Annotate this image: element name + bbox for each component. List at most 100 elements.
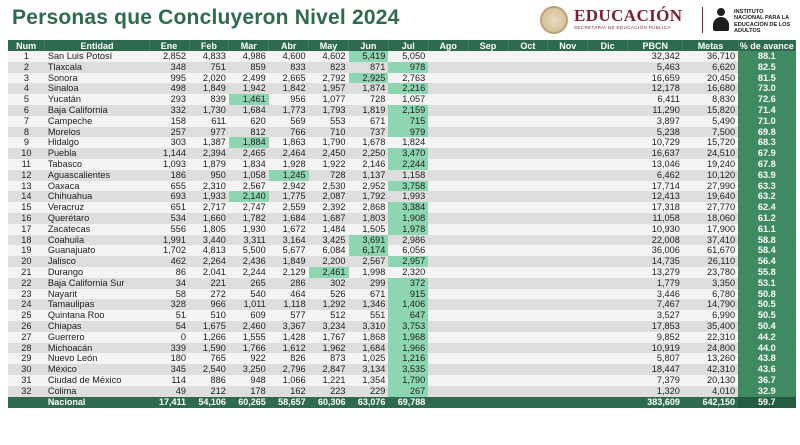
- pbcn-value: 12,178: [627, 83, 683, 95]
- inea-person-icon: [712, 8, 730, 32]
- empty-month-cell: [508, 320, 548, 332]
- month-value: 2,792: [308, 72, 349, 84]
- month-value: 710: [308, 126, 349, 138]
- goal-value: 18,060: [682, 212, 739, 224]
- empty-month-cell: [547, 385, 588, 397]
- row-number: 32: [8, 385, 45, 397]
- empty-month-cell: [547, 104, 588, 116]
- empty-month-cell: [468, 277, 508, 289]
- month-value-max: 6,174: [348, 245, 389, 257]
- month-value: 2,847: [308, 364, 349, 375]
- month-value: 1,484: [308, 223, 349, 235]
- empty-month-cell: [547, 310, 588, 321]
- month-value: 34: [149, 277, 189, 289]
- month-value-max: 2,216: [388, 83, 429, 95]
- progress-percent: 44.2: [738, 331, 796, 343]
- month-value: 1,702: [149, 245, 189, 257]
- goal-value: 36,710: [682, 51, 739, 62]
- goal-value: 24,510: [682, 148, 739, 159]
- month-value: 3,234: [308, 320, 349, 332]
- month-value: 49: [149, 385, 189, 397]
- entity-name: Ciudad de México: [44, 374, 150, 386]
- month-value: 1,675: [189, 320, 229, 332]
- progress-percent: 62.4: [738, 202, 796, 213]
- month-value: 2,250: [348, 148, 389, 159]
- pbcn-value: 32,342: [627, 51, 683, 62]
- pbcn-value: 11,290: [627, 104, 683, 116]
- table-row: 27 Guerrero 0 1,266 1,555 1,428 1,767 1,868 1,96…: [8, 331, 796, 343]
- empty-month-cell: [547, 277, 588, 289]
- month-value: 6,056: [388, 245, 429, 257]
- month-value: 1,387: [189, 137, 229, 149]
- empty-month-cell: [508, 385, 548, 397]
- month-value: 671: [348, 288, 389, 300]
- empty-month-cell: [547, 202, 588, 213]
- column-header: Mar: [228, 40, 270, 51]
- month-value: 462: [149, 256, 189, 267]
- month-value: 1,093: [149, 158, 189, 170]
- month-value: 1,928: [268, 158, 309, 170]
- month-value: 2,460: [228, 320, 269, 332]
- empty-month-cell: [547, 299, 588, 311]
- progress-percent: 61.1: [738, 223, 796, 235]
- month-value: 651: [149, 202, 189, 213]
- month-value: 3,311: [228, 234, 269, 246]
- progress-percent: 63.9: [738, 169, 796, 181]
- row-number: 20: [8, 256, 45, 267]
- progress-percent: 56.4: [738, 256, 796, 267]
- pbcn-value: 36,006: [627, 245, 683, 257]
- education-logo-text: EDUCACIÓN: [574, 6, 683, 25]
- empty-month-cell: [428, 115, 469, 127]
- empty-month-cell: [587, 320, 628, 332]
- goal-value: 8,830: [682, 94, 739, 105]
- pbcn-value: 10,930: [627, 223, 683, 235]
- goal-value: 42,310: [682, 364, 739, 375]
- entity-name: Michoacán: [44, 342, 150, 354]
- goal-value: 6,780: [682, 288, 739, 300]
- pbcn-value: 5,238: [627, 126, 683, 138]
- month-value: 859: [228, 61, 269, 73]
- row-number: 24: [8, 299, 45, 311]
- empty-month-cell: [587, 158, 628, 170]
- month-value: 826: [268, 353, 309, 365]
- entity-name: Tabasco: [44, 158, 150, 170]
- month-value: 534: [149, 212, 189, 224]
- entity-name: Guerrero: [44, 331, 150, 343]
- goal-value: 26,110: [682, 256, 739, 267]
- empty-month-cell: [587, 342, 628, 354]
- table-row: 9 Hidalgo 303 1,387 1,884 1,863 1,790 1,678 1,82…: [8, 137, 796, 149]
- month-value: 1,118: [268, 299, 309, 311]
- pbcn-value: 11,058: [627, 212, 683, 224]
- column-header: May: [308, 40, 349, 51]
- month-value: 1,766: [228, 342, 269, 354]
- month-value-max: 3,753: [388, 320, 429, 332]
- empty-month-cell: [468, 223, 508, 235]
- empty-month-cell: [547, 234, 588, 246]
- goal-value: 13,260: [682, 353, 739, 365]
- month-value-max: 647: [388, 310, 429, 321]
- month-value: 2,540: [189, 364, 229, 375]
- month-value: 1,428: [268, 331, 309, 343]
- month-value-max: 2,925: [348, 72, 389, 84]
- row-number: 19: [8, 245, 45, 257]
- logo-area: EDUCACIÓN SECRETARÍA DE EDUCACIÓN PÚBLIC…: [540, 4, 792, 36]
- entity-name: México: [44, 364, 150, 375]
- empty-month-cell: [428, 126, 469, 138]
- empty-month-cell: [468, 331, 508, 343]
- progress-percent: 43.6: [738, 364, 796, 375]
- month-value: 1,555: [228, 331, 269, 343]
- month-value: 765: [189, 353, 229, 365]
- table-row: 26 Chiapas 54 1,675 2,460 3,367 3,234 3,310 3,75…: [8, 320, 796, 332]
- table-row: 14 Chihuahua 693 1,933 2,140 1,775 2,087 1,792 1…: [8, 191, 796, 203]
- pbcn-value: 7,379: [627, 374, 683, 386]
- entity-name: Morelos: [44, 126, 150, 138]
- empty-month-cell: [468, 169, 508, 181]
- row-number: 28: [8, 342, 45, 354]
- empty-month-cell: [428, 277, 469, 289]
- month-value-max: 715: [388, 115, 429, 127]
- empty-month-cell: [428, 61, 469, 73]
- month-value: 464: [268, 288, 309, 300]
- empty-month-cell: [508, 148, 548, 159]
- month-value: 577: [268, 310, 309, 321]
- empty-month-cell: [547, 364, 588, 375]
